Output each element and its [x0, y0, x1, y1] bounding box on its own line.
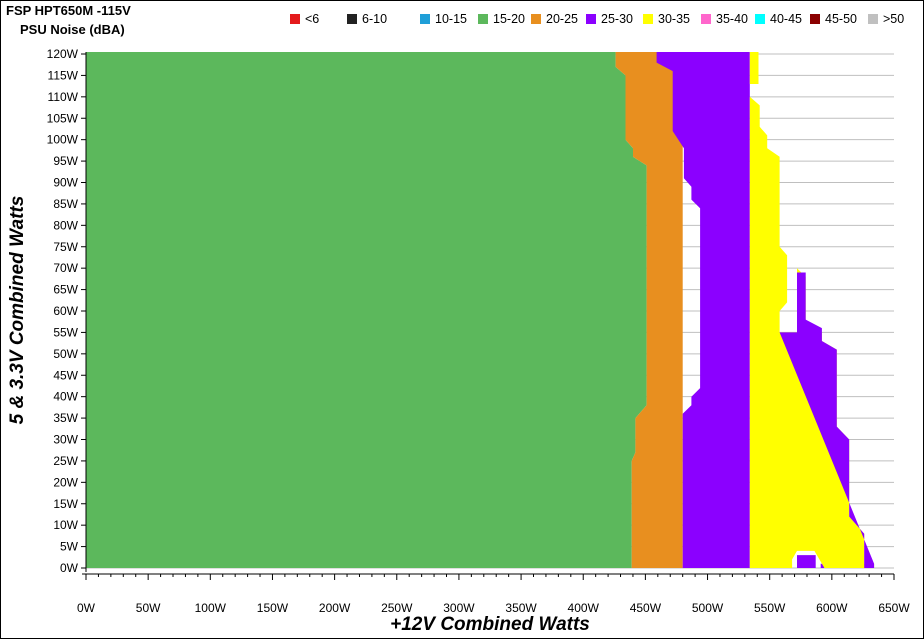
legend-item: 15-20: [478, 12, 525, 26]
y-tick-label: 40W: [53, 390, 78, 404]
noise-region-25-30-island-right: [789, 555, 825, 568]
legend-swatch: [868, 14, 878, 24]
x-tick-label: 550W: [754, 601, 786, 615]
noise-region-20-25: [615, 52, 683, 568]
x-tick-label: 150W: [257, 601, 289, 615]
legend-swatch: [531, 14, 541, 24]
y-tick-label: 120W: [47, 47, 79, 61]
y-tick-label: 95W: [53, 154, 78, 168]
legend-label: 45-50: [825, 12, 857, 26]
legend-swatch: [586, 14, 596, 24]
y-tick-label: 65W: [53, 283, 78, 297]
noise-region-15-20: [86, 52, 647, 568]
x-tick-label: 650W: [878, 601, 910, 615]
legend-swatch: [701, 14, 711, 24]
y-tick-label: 115W: [48, 68, 79, 82]
x-axis-label: +12V Combined Watts: [390, 614, 590, 635]
legend-swatch: [643, 14, 653, 24]
x-tick-label: 350W: [505, 601, 537, 615]
y-tick-label: 80W: [53, 218, 78, 232]
y-tick-label: 20W: [53, 475, 78, 489]
legend-swatch: [755, 14, 765, 24]
y-tick-label: 45W: [53, 368, 78, 382]
chart-subtitle: PSU Noise (dBA): [20, 22, 125, 37]
noise-region-25-30-lobe: [779, 272, 875, 568]
legend-item: 40-45: [755, 12, 802, 26]
y-tick-label: 15W: [53, 497, 78, 511]
y-tick-label: 70W: [53, 261, 78, 275]
legend-label: <6: [305, 12, 320, 26]
legend-item: <6: [290, 12, 319, 26]
y-tick-label: 90W: [53, 176, 78, 190]
legend-label: 25-30: [601, 12, 633, 26]
x-tick-label: 0W: [77, 601, 96, 615]
x-tick-label: 200W: [319, 601, 351, 615]
legend-label: 35-40: [716, 12, 748, 26]
legend-item: >50: [868, 12, 904, 26]
legend-item: 45-50: [810, 12, 857, 26]
legend-label: 20-25: [546, 12, 578, 26]
x-tick-label: 250W: [381, 601, 413, 615]
heatmap-regions: [86, 52, 875, 568]
x-tick-label: 600W: [816, 601, 848, 615]
y-tick-label: 35W: [53, 411, 78, 425]
legend-label: 40-45: [770, 12, 802, 26]
x-tick-label: 400W: [568, 601, 600, 615]
legend-label: 15-20: [493, 12, 525, 26]
legend-label: >50: [883, 12, 905, 26]
y-tick-label: 25W: [53, 454, 78, 468]
y-tick-label: 50W: [53, 347, 78, 361]
y-tick-label: 10W: [53, 518, 78, 532]
legend-label: 6-10: [362, 12, 388, 26]
legend-label: 30-35: [658, 12, 690, 26]
y-tick-label: 55W: [53, 325, 78, 339]
legend-label: 10-15: [435, 12, 467, 26]
legend-item: 20-25: [531, 12, 578, 26]
y-tick-label: 0W: [60, 561, 79, 575]
y-tick-label: 105W: [47, 111, 79, 125]
y-tick-label: 110W: [48, 90, 79, 104]
x-tick-label: 300W: [443, 601, 475, 615]
y-tick-label: 60W: [53, 304, 78, 318]
x-tick-label: 50W: [136, 601, 161, 615]
legend-item: 25-30: [586, 12, 633, 26]
legend-swatch: [290, 14, 300, 24]
x-tick-label: 450W: [630, 601, 662, 615]
chart-title: FSP HPT650M -115V: [6, 3, 131, 18]
y-tick-label: 85W: [53, 197, 78, 211]
legend-swatch: [810, 14, 820, 24]
legend-swatch: [347, 14, 357, 24]
legend-swatch: [420, 14, 430, 24]
legend-item: 10-15: [420, 12, 467, 26]
y-tick-label: 30W: [53, 433, 78, 447]
y-tick-label: 75W: [53, 240, 78, 254]
legend-item: 30-35: [643, 12, 690, 26]
x-tick-label: 100W: [195, 601, 227, 615]
y-tick-label: 100W: [47, 133, 79, 147]
legend-item: 35-40: [701, 12, 748, 26]
legend-item: 6-10: [347, 12, 387, 26]
legend-swatch: [478, 14, 488, 24]
noise-region-25-30: [656, 52, 750, 568]
x-tick-label: 500W: [692, 601, 724, 615]
y-tick-label: 5W: [60, 540, 79, 554]
